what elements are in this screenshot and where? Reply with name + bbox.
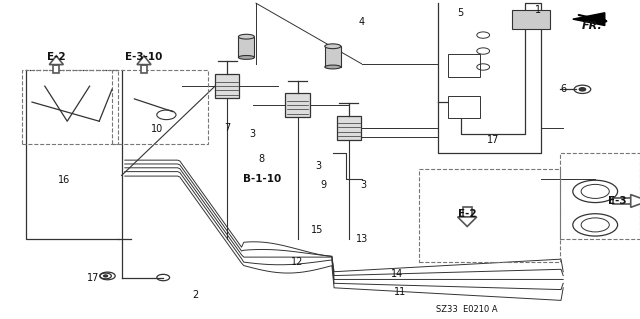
Ellipse shape: [238, 34, 255, 39]
Ellipse shape: [238, 56, 255, 59]
Text: 3: 3: [250, 129, 256, 139]
Text: 6: 6: [560, 84, 566, 94]
Bar: [512, 10, 550, 29]
Text: 13: 13: [355, 234, 368, 244]
Text: 4: 4: [358, 17, 365, 27]
Text: 10: 10: [150, 124, 163, 134]
Text: 12: 12: [291, 256, 304, 267]
Bar: [448, 54, 480, 77]
Text: B-1-10: B-1-10: [243, 174, 282, 184]
Bar: [325, 46, 341, 67]
Text: 8: 8: [258, 154, 264, 165]
Text: 5: 5: [458, 8, 464, 18]
Text: E-2: E-2: [458, 209, 477, 219]
Text: 2: 2: [192, 290, 198, 300]
Bar: [285, 93, 310, 117]
Polygon shape: [630, 195, 640, 207]
Text: FR.: FR.: [582, 20, 602, 31]
Circle shape: [579, 88, 586, 91]
Text: 16: 16: [58, 175, 70, 185]
Bar: [337, 116, 361, 140]
Bar: [239, 37, 255, 57]
Text: 3: 3: [315, 161, 321, 171]
Text: E-3: E-3: [608, 196, 627, 206]
Bar: [215, 74, 239, 98]
Ellipse shape: [325, 65, 341, 69]
Text: 9: 9: [320, 180, 326, 190]
Polygon shape: [49, 56, 63, 64]
FancyBboxPatch shape: [463, 207, 472, 217]
Text: E-3-10: E-3-10: [125, 52, 163, 63]
Text: 11: 11: [394, 287, 406, 297]
Text: 14: 14: [390, 269, 403, 279]
Ellipse shape: [325, 44, 341, 49]
FancyBboxPatch shape: [613, 198, 630, 204]
Polygon shape: [573, 13, 605, 26]
Polygon shape: [458, 217, 477, 226]
Polygon shape: [137, 56, 151, 64]
Text: E-2: E-2: [47, 52, 66, 63]
Text: 3: 3: [360, 180, 366, 190]
Text: 1: 1: [534, 4, 541, 15]
Circle shape: [104, 275, 108, 277]
Text: 7: 7: [224, 122, 230, 133]
Bar: [448, 96, 480, 118]
FancyBboxPatch shape: [141, 64, 147, 73]
Text: 17: 17: [86, 272, 99, 283]
Text: 15: 15: [310, 225, 323, 235]
Text: SZ33  E0210 A: SZ33 E0210 A: [436, 305, 498, 314]
FancyBboxPatch shape: [53, 64, 60, 73]
Text: 17: 17: [486, 135, 499, 145]
